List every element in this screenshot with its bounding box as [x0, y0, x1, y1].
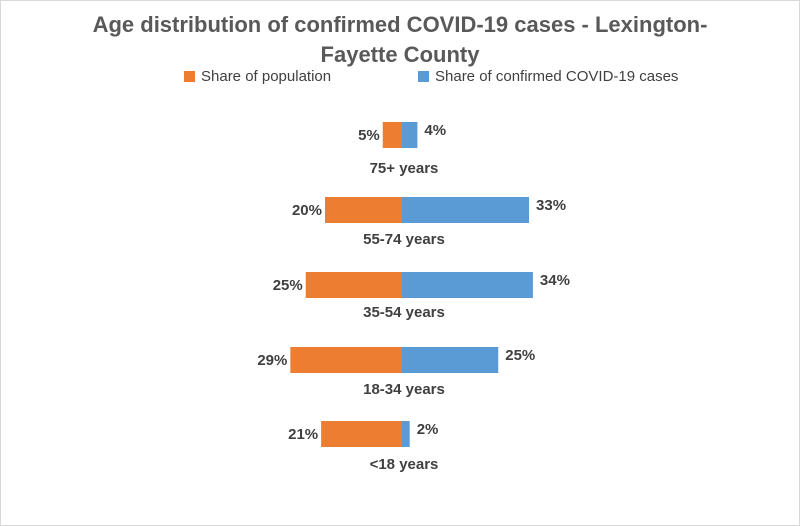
bar-cases — [402, 197, 530, 223]
legend-swatch-population — [184, 71, 195, 82]
legend-item-population: Share of population — [184, 68, 331, 85]
data-label-population: 5% — [358, 127, 380, 144]
chart-title: Age distribution of confirmed COVID-19 c… — [0, 10, 800, 70]
data-label-cases: 2% — [417, 421, 439, 438]
legend-label-cases: Share of confirmed COVID-19 cases — [435, 68, 679, 85]
data-label-population: 20% — [292, 202, 322, 219]
bar-population — [325, 197, 402, 223]
category-label: 18-34 years — [363, 381, 445, 398]
legend-swatch-cases — [418, 71, 429, 82]
category-label: <18 years — [370, 456, 439, 473]
bar-population — [290, 347, 402, 373]
legend-label-population: Share of population — [201, 68, 332, 85]
legend-item-cases: Share of confirmed COVID-19 cases — [418, 68, 678, 85]
bar-cases — [402, 347, 499, 373]
chart-title-line-1: Age distribution of confirmed COVID-19 c… — [92, 12, 708, 37]
data-label-cases: 34% — [540, 272, 570, 289]
category-label: 35-54 years — [363, 304, 445, 321]
bar-population — [382, 122, 402, 148]
data-label-cases: 4% — [424, 122, 446, 139]
data-label-cases: 25% — [505, 347, 535, 364]
data-label-population: 25% — [273, 277, 303, 294]
category-label: 75+ years — [370, 160, 439, 177]
bar-cases — [402, 421, 410, 447]
chart-title-line-2: Fayette County — [320, 42, 480, 67]
bar-cases — [402, 122, 418, 148]
bar-population — [305, 272, 402, 298]
data-label-cases: 33% — [536, 197, 566, 214]
data-label-population: 29% — [257, 352, 287, 369]
data-label-population: 21% — [288, 426, 318, 443]
category-label: 55-74 years — [363, 231, 445, 248]
bar-cases — [402, 272, 533, 298]
bar-population — [321, 421, 402, 447]
